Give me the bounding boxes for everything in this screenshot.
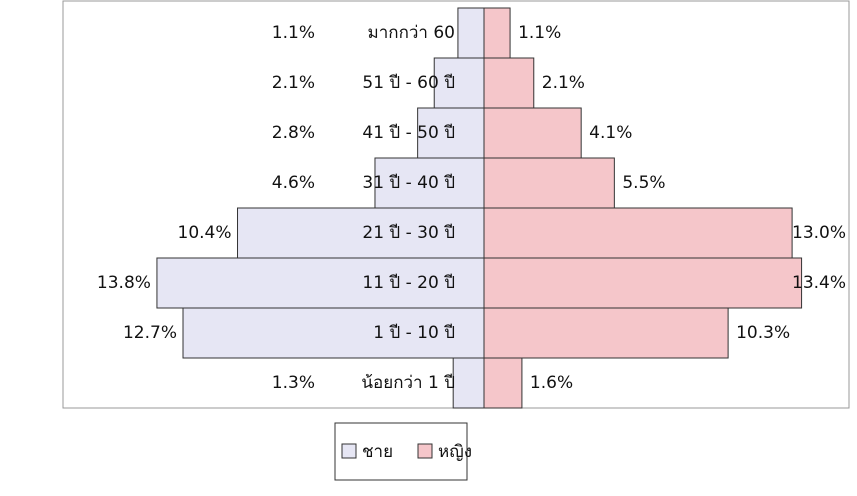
bar-male: [457, 7, 485, 59]
value-label: 2.1%: [542, 73, 585, 93]
bar-female: [483, 7, 511, 59]
legend-label: หญิง: [438, 442, 472, 462]
bar-male: [182, 307, 485, 359]
category-label: น้อยกว่า 1 ปี: [361, 373, 455, 393]
category-label: 41 ปี - 50 ปี: [362, 123, 455, 143]
bar-female: [483, 207, 793, 259]
value-label: 12.7%: [123, 323, 177, 343]
value-label: 1.1%: [272, 23, 315, 43]
legend-swatch: [417, 443, 433, 459]
legend-box: [334, 422, 468, 481]
bar-male: [433, 57, 485, 109]
value-label: 1.1%: [518, 23, 561, 43]
value-label: 10.4%: [178, 223, 232, 243]
bar-female: [483, 157, 615, 209]
category-label: 21 ปี - 30 ปี: [362, 223, 455, 243]
bar-male: [156, 257, 485, 309]
value-label: 1.6%: [530, 373, 573, 393]
value-label: 2.8%: [272, 123, 315, 143]
value-label: 13.4%: [792, 273, 846, 293]
bar-female: [483, 357, 523, 409]
category-label: มากกว่า 60: [368, 23, 455, 43]
category-label: 31 ปี - 40 ปี: [362, 173, 455, 193]
category-label: 1 ปี - 10 ปี: [373, 323, 455, 343]
category-label: 11 ปี - 20 ปี: [362, 273, 455, 293]
bar-female: [483, 257, 803, 309]
bar-male: [374, 157, 485, 209]
category-label: 51 ปี - 60 ปี: [362, 73, 455, 93]
bar-female: [483, 307, 729, 359]
legend-label: ชาย: [362, 442, 393, 462]
value-label: 2.1%: [272, 73, 315, 93]
value-label: 4.6%: [272, 173, 315, 193]
value-label: 13.8%: [97, 273, 151, 293]
value-label: 13.0%: [792, 223, 846, 243]
value-label: 4.1%: [589, 123, 632, 143]
bar-female: [483, 107, 582, 159]
bar-male: [452, 357, 485, 409]
legend-swatch: [341, 443, 357, 459]
value-label: 1.3%: [272, 373, 315, 393]
bar-female: [483, 57, 535, 109]
value-label: 5.5%: [622, 173, 665, 193]
value-label: 10.3%: [736, 323, 790, 343]
